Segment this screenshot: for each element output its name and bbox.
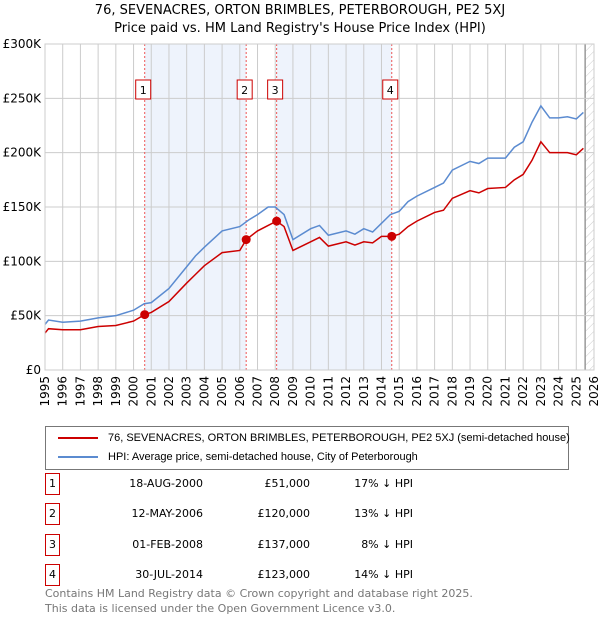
x-tick-label: 2011 xyxy=(321,376,335,407)
sale-price: £137,000 xyxy=(257,538,311,551)
x-tick-label: 1999 xyxy=(109,376,123,407)
plot-border xyxy=(44,43,595,371)
sale-row: 3 01-FEB-2008 £137,000 8% ↓ HPI xyxy=(45,534,565,556)
sale-label-box xyxy=(135,79,152,100)
x-tick-label: 2015 xyxy=(392,376,406,407)
sale-date: 12-MAY-2006 xyxy=(131,507,203,520)
x-tick-label: 2025 xyxy=(569,376,583,407)
sale-date: 18-AUG-2000 xyxy=(129,477,203,490)
footer-licence: This data is licensed under the Open Gov… xyxy=(45,602,396,615)
y-tick-label: £200K xyxy=(3,146,43,160)
y-tick-label: £300K xyxy=(3,37,43,51)
sale-number-badge: 3 xyxy=(45,534,60,556)
sale-number-badge: 1 xyxy=(45,473,60,495)
x-tick-label: 2007 xyxy=(251,376,265,407)
sale-row: 1 18-AUG-2000 £51,000 17% ↓ HPI xyxy=(45,473,565,495)
sale-hpi-diff: 14% ↓ HPI xyxy=(354,568,413,581)
x-tick-label: 2003 xyxy=(180,376,194,407)
sale-point xyxy=(387,231,397,241)
sale-point xyxy=(241,235,251,245)
x-tick-label: 1997 xyxy=(73,376,87,407)
x-tick-label: 1998 xyxy=(91,376,105,407)
x-tick-label: 1996 xyxy=(56,376,70,407)
sale-hpi-diff: 13% ↓ HPI xyxy=(354,507,413,520)
sale-label-number: 1 xyxy=(140,84,147,97)
y-tick-label: £50K xyxy=(10,309,42,323)
x-tick-label: 2012 xyxy=(339,376,353,407)
x-tick-label: 1995 xyxy=(38,376,52,407)
x-tick-label: 2008 xyxy=(268,376,282,407)
sale-point xyxy=(140,310,150,320)
property-price-line xyxy=(44,140,584,334)
x-tick-label: 2002 xyxy=(162,376,176,407)
sale-label-box xyxy=(236,79,253,100)
sale-date: 30-JUL-2014 xyxy=(135,568,203,581)
sale-price: £120,000 xyxy=(257,507,311,520)
x-tick-label: 2014 xyxy=(374,376,388,407)
y-tick-label: £250K xyxy=(3,91,43,105)
sale-label-number: 3 xyxy=(272,84,279,97)
y-tick-label: £150K xyxy=(3,200,43,214)
sale-row: 4 30-JUL-2014 £123,000 14% ↓ HPI xyxy=(45,564,565,586)
sale-label-number: 2 xyxy=(241,84,248,97)
x-tick-label: 2019 xyxy=(463,376,477,407)
legend-swatch-property xyxy=(58,437,98,439)
x-tick-label: 2009 xyxy=(286,376,300,407)
sale-point xyxy=(272,216,282,226)
sale-label-box xyxy=(382,79,399,100)
sale-price: £123,000 xyxy=(257,568,311,581)
x-tick-label: 2006 xyxy=(233,376,247,407)
sale-hpi-diff: 8% ↓ HPI xyxy=(361,538,413,551)
chart-title: 76, SEVENACRES, ORTON BRIMBLES, PETERBOR… xyxy=(94,3,506,18)
x-tick-label: 2022 xyxy=(516,376,530,407)
x-tick-label: 2021 xyxy=(498,376,512,407)
legend: 76, SEVENACRES, ORTON BRIMBLES, PETERBOR… xyxy=(45,426,570,470)
x-tick-label: 2010 xyxy=(304,376,318,407)
sale-label-number: 4 xyxy=(387,84,394,97)
x-tick-label: 2020 xyxy=(481,376,495,407)
x-tick-label: 2004 xyxy=(197,376,211,407)
x-tick-label: 2001 xyxy=(144,376,158,407)
y-tick-label: £100K xyxy=(3,254,43,268)
sale-date: 01-FEB-2008 xyxy=(132,538,203,551)
x-tick-label: 2016 xyxy=(410,376,424,407)
x-tick-label: 2023 xyxy=(534,376,548,407)
x-tick-label: 2017 xyxy=(428,376,442,407)
sale-hpi-diff: 17% ↓ HPI xyxy=(354,477,413,490)
x-tick-label: 2024 xyxy=(552,376,566,407)
legend-label-hpi: HPI: Average price, semi-detached house,… xyxy=(108,451,418,463)
x-tick-label: 2005 xyxy=(215,376,229,407)
legend-label-property: 76, SEVENACRES, ORTON BRIMBLES, PETERBOR… xyxy=(108,432,570,444)
hpi-line xyxy=(44,104,584,325)
sale-label-box xyxy=(267,79,284,100)
x-tick-label: 2013 xyxy=(357,376,371,407)
x-tick-label: 2026 xyxy=(587,376,600,407)
x-tick-label: 2000 xyxy=(127,376,141,407)
sale-number-badge: 4 xyxy=(45,564,60,586)
footer-copyright: Contains HM Land Registry data © Crown c… xyxy=(45,587,473,600)
sale-price: £51,000 xyxy=(264,477,311,490)
y-tick-label: £0 xyxy=(26,363,41,377)
chart-subtitle: Price paid vs. HM Land Registry's House … xyxy=(114,21,486,36)
x-tick-label: 2018 xyxy=(445,376,459,407)
sale-row: 2 12-MAY-2006 £120,000 13% ↓ HPI xyxy=(45,503,565,525)
sale-number-badge: 2 xyxy=(45,503,60,525)
legend-swatch-hpi xyxy=(58,456,98,458)
